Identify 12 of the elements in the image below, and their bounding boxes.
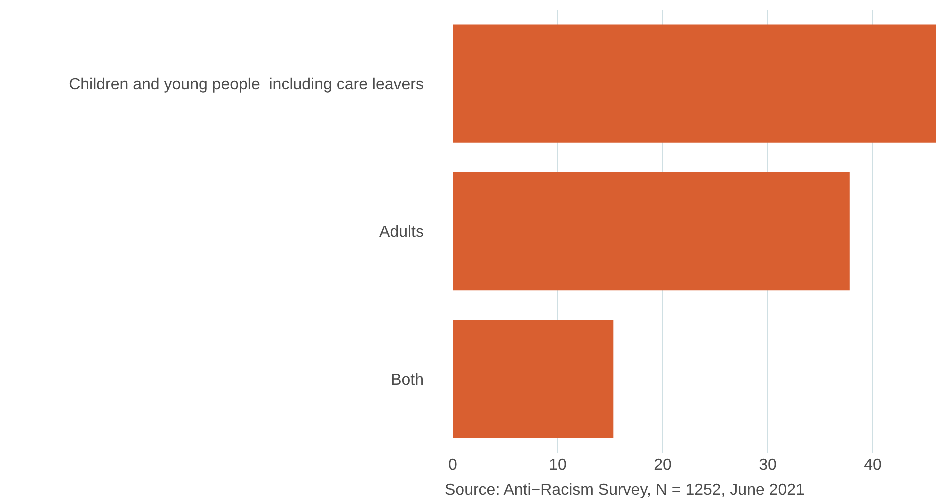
bar [453, 24, 936, 143]
x-tick-label: 20 [654, 457, 672, 474]
bar [453, 320, 614, 438]
y-tick-label: Children and young people including care leavers [69, 76, 424, 94]
x-tick-label: 10 [549, 457, 567, 474]
bar [453, 172, 850, 291]
source-note: Source: Anti−Racism Survey, N = 1252, June 2021 [445, 482, 806, 499]
x-tick-label: 0 [448, 457, 458, 474]
y-tick-label: Adults [380, 224, 424, 242]
x-tick-label: 40 [864, 457, 882, 474]
x-tick-label: 30 [759, 457, 777, 474]
y-tick-label: Both [391, 372, 424, 389]
